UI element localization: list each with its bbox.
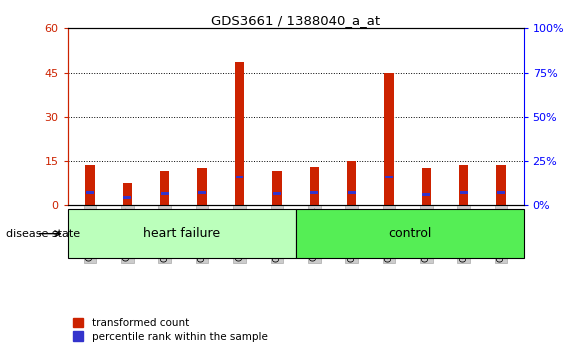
Title: GDS3661 / 1388040_a_at: GDS3661 / 1388040_a_at bbox=[211, 14, 380, 27]
Bar bbox=[460, 192, 468, 194]
Text: disease state: disease state bbox=[6, 229, 80, 239]
Bar bbox=[273, 192, 281, 195]
Bar bbox=[310, 192, 318, 194]
Bar bbox=[198, 190, 206, 194]
Bar bbox=[235, 176, 243, 178]
Bar bbox=[86, 192, 94, 194]
Bar bbox=[86, 166, 95, 205]
Text: control: control bbox=[388, 227, 431, 240]
Legend: transformed count, percentile rank within the sample: transformed count, percentile rank withi… bbox=[73, 318, 267, 342]
Bar bbox=[385, 176, 393, 178]
Bar bbox=[385, 73, 394, 205]
Bar bbox=[123, 183, 132, 205]
Bar bbox=[497, 190, 505, 194]
Bar bbox=[459, 166, 468, 205]
Bar bbox=[161, 192, 169, 195]
Bar bbox=[272, 171, 282, 205]
Bar bbox=[198, 169, 207, 205]
Text: heart failure: heart failure bbox=[143, 227, 220, 240]
Bar bbox=[123, 196, 131, 199]
Bar bbox=[310, 167, 319, 205]
Bar bbox=[422, 193, 430, 196]
Bar bbox=[348, 190, 356, 194]
Bar bbox=[160, 171, 169, 205]
Bar bbox=[347, 161, 356, 205]
Bar bbox=[497, 166, 506, 205]
Bar bbox=[235, 62, 244, 205]
Bar bbox=[422, 169, 431, 205]
